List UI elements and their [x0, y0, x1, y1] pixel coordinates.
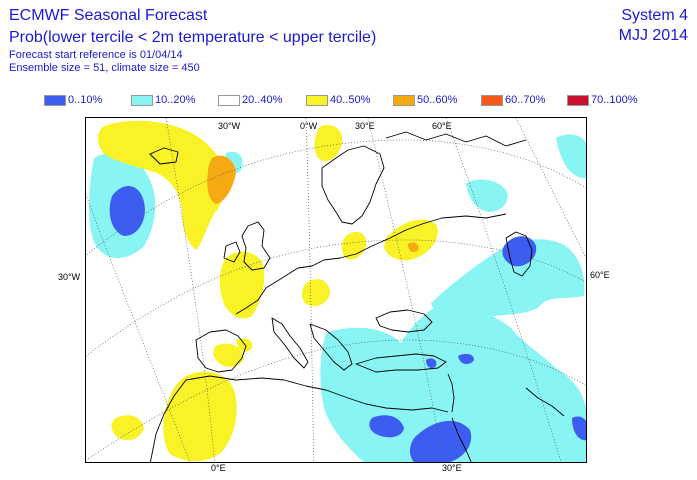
- map-title: ECMWF Seasonal Forecast: [9, 7, 208, 24]
- region-morocco-yellow: [163, 371, 237, 462]
- axis-label-bottom-0: 0°E: [211, 463, 226, 473]
- legend-label-50-60: 50..60%: [417, 94, 458, 106]
- coastlines: [149, 131, 565, 462]
- axis-label-top-0: 0°W: [300, 121, 318, 131]
- coast-scandinavia: [321, 145, 385, 225]
- prob-40-50-areas: [98, 120, 438, 462]
- coast-turkey: [355, 353, 447, 373]
- region-russia-yellow: [384, 219, 438, 261]
- region-atlantic-blue: [109, 185, 145, 236]
- legend-label-40-50: 40..50%: [330, 94, 371, 106]
- axis-label-right-60e: 60°E: [590, 270, 610, 280]
- coast-north-africa: [185, 375, 449, 413]
- legend-swatch-10-20: [131, 95, 153, 106]
- region-norwegian-sea-yellow: [314, 124, 343, 162]
- axis-label-top-30e: 30°E: [355, 121, 375, 131]
- region-iberia-yellow: [213, 343, 244, 367]
- coast-balkans: [309, 323, 353, 371]
- legend-label-70-100: 70..100%: [591, 94, 638, 106]
- coast-continent: [235, 213, 507, 315]
- coast-red-sea: [451, 417, 472, 462]
- coast-uk: [241, 221, 271, 271]
- ensemble-size: Ensemble size = 51, climate size = 450: [9, 62, 200, 74]
- region-atlantic-north-yellow: [98, 120, 227, 250]
- legend-swatch-50-60: [393, 95, 415, 106]
- forecast-start-reference: Forecast start reference is 01/04/14: [9, 49, 183, 61]
- prob-0-10-areas: [109, 185, 586, 462]
- legend-swatch-0-10: [44, 95, 66, 106]
- legend-label-10-20: 10..20%: [155, 94, 196, 106]
- region-east-cyan: [556, 134, 586, 179]
- axis-label-left-30w: 30°W: [58, 272, 81, 282]
- map-canvas: [86, 118, 586, 462]
- legend-swatch-70-100: [567, 95, 589, 106]
- prob-50-60-areas: [207, 155, 419, 252]
- coast-caspian: [505, 231, 533, 277]
- season-label: MJJ 2014: [618, 27, 688, 44]
- axis-label-bottom-30e: 30°E: [442, 463, 462, 473]
- region-biscay-yellow: [219, 251, 265, 319]
- coast-black-sea: [375, 309, 433, 333]
- legend-label-60-70: 60..70%: [505, 94, 546, 106]
- graticule: [86, 118, 586, 462]
- region-alps-yellow: [236, 338, 253, 352]
- region-aegean-blue: [426, 358, 437, 368]
- coast-iceland: [149, 147, 179, 165]
- legend-label-20-40: 20..40%: [242, 94, 283, 106]
- region-atlantic-orange: [207, 155, 236, 204]
- legend: 0..10% 10..20% 20..40% 40..50% 50..60% 6…: [0, 94, 697, 109]
- coast-iberia: [195, 329, 247, 373]
- forecast-map: [85, 117, 587, 463]
- region-turkey-blue: [458, 353, 474, 365]
- legend-swatch-20-40: [218, 95, 240, 106]
- map-subtitle: Prob(lower tercile < 2m temperature < up…: [9, 29, 377, 46]
- region-black-sea-caspian-cyan: [431, 239, 585, 323]
- region-atlantic-south-yellow: [111, 415, 144, 441]
- coast-levant: [447, 373, 455, 413]
- axis-label-top-30w: 30°W: [218, 121, 241, 131]
- coast-ireland: [223, 241, 241, 263]
- system-label: System 4: [621, 7, 688, 24]
- coast-italy: [271, 317, 309, 369]
- region-baltic-yellow: [341, 231, 367, 260]
- region-arabia-blue: [572, 416, 586, 441]
- axis-label-top-60e: 60°E: [432, 121, 452, 131]
- legend-swatch-40-50: [306, 95, 328, 106]
- region-bay-yellow: [301, 279, 330, 307]
- legend-label-0-10: 0..10%: [68, 94, 103, 106]
- legend-swatch-60-70: [481, 95, 503, 106]
- region-caspian-blue: [502, 236, 537, 267]
- region-ural-cyan: [466, 179, 508, 212]
- region-russia-orange: [408, 242, 419, 252]
- coast-arctic: [385, 131, 527, 147]
- region-egypt-blue: [410, 420, 472, 462]
- region-libya-blue: [369, 415, 404, 438]
- coast-persian-gulf: [525, 387, 565, 417]
- coast-atlantic-africa: [149, 379, 187, 462]
